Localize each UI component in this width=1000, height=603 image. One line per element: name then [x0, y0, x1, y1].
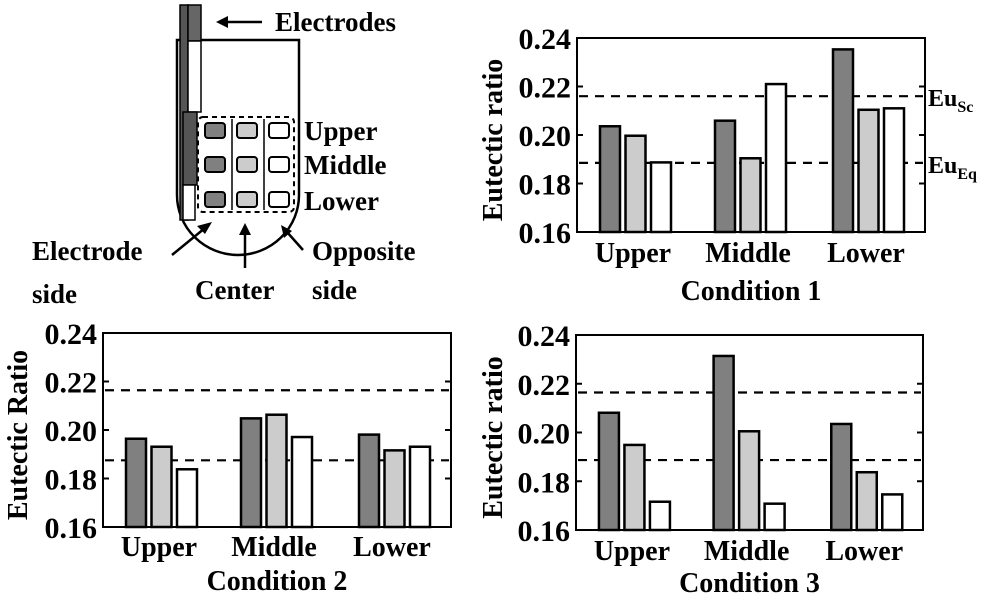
bar-lower-opposite-side [881, 493, 904, 532]
y-axis-label: Eutectic ratio [478, 356, 509, 519]
bar-lower-opposite-side [882, 107, 906, 234]
electrode-side-label: Electrode [32, 236, 142, 266]
opposite-side-label: Opposite [312, 236, 416, 266]
bar-upper-electrode-side [598, 125, 622, 234]
y-tick-label: 0.18 [519, 169, 572, 202]
bar-middle-opposite-side [764, 82, 788, 234]
sample-cell [204, 122, 226, 139]
bar-upper-center [623, 443, 646, 532]
electrode-upper-dark [187, 4, 202, 42]
chart-condition-3: Upper Middle Lower 0.16 0.18 0.20 0.22 0.24 Eute… [478, 320, 924, 599]
bar-lower-electrode-side [831, 48, 855, 234]
category-label: Upper [121, 532, 197, 563]
y-tick-label: 0.18 [45, 464, 98, 497]
bar-lower-opposite-side [408, 445, 432, 529]
crucible-diagram: Electrodes Upper Middle Lower Electrode … [32, 4, 416, 309]
category-label: Lower [353, 532, 431, 563]
x-axis-label: Condition 2 [207, 566, 348, 597]
y-tick-label: 0.20 [519, 120, 572, 153]
reference-label-main: Eu [928, 153, 957, 179]
bar-upper-opposite-side [649, 161, 673, 234]
category-label: Lower [827, 238, 905, 269]
opposite-side-label-2: side [312, 275, 357, 305]
y-tick-label: 0.24 [45, 318, 98, 351]
bar-upper-electrode-side [124, 437, 148, 529]
y-tick-label: 0.24 [519, 23, 572, 56]
sample-cell [236, 122, 258, 139]
bar-middle-opposite-side [290, 435, 314, 529]
category-label: Middle [705, 238, 791, 269]
opposite-side-arrow [286, 231, 304, 251]
y-tick-label: 0.16 [45, 512, 98, 545]
sample-cell [236, 156, 258, 173]
category-label: Lower [825, 536, 903, 567]
electrode-side-arrowhead [197, 222, 212, 234]
y-tick-label: 0.18 [518, 466, 571, 499]
sample-cell [236, 191, 258, 208]
sample-cell [268, 191, 290, 208]
bar-lower-center [383, 449, 406, 529]
sampling-region [197, 116, 295, 213]
y-tick-label: 0.20 [518, 418, 571, 451]
y-tick-label: 0.24 [518, 320, 571, 353]
x-axis-label: Condition 1 [681, 276, 822, 307]
y-tick-label: 0.16 [518, 515, 571, 548]
row-label-lower: Lower [304, 186, 379, 216]
sample-cell [204, 156, 226, 173]
electrode-lower-dark [182, 111, 198, 186]
category-label: Upper [595, 238, 671, 269]
y-tick-label: 0.22 [519, 72, 572, 105]
y-tick-label: 0.22 [518, 369, 571, 402]
bar-lower-center [855, 470, 879, 532]
bar-middle-center [739, 157, 762, 234]
chart-condition-2: Upper Middle Lower 0.16 0.18 0.20 0.22 0.24 Eute… [3, 318, 452, 597]
sample-cell [268, 156, 290, 173]
electrodes-arrowhead [216, 16, 228, 28]
category-label: Middle [704, 536, 790, 567]
bar-middle-electrode-side [713, 119, 737, 234]
reference-label-sub: Eq [957, 166, 977, 183]
electrode-side-arrow [171, 227, 206, 256]
bar-middle-center [265, 413, 288, 529]
sample-cell [204, 191, 226, 208]
bar-middle-center [737, 430, 761, 532]
y-axis-label: Eutectic Ratio [3, 350, 34, 520]
row-label-middle: Middle [304, 150, 387, 180]
reference-line-label: EuSc [928, 86, 973, 116]
bar-upper-opposite-side [175, 468, 199, 529]
opposite-side-arrowhead [281, 225, 292, 238]
center-label: Center [195, 275, 274, 305]
y-axis-label: Eutectic ratio [478, 59, 509, 222]
electrodes-label: Electrodes [275, 7, 396, 37]
center-arrowhead [239, 223, 251, 235]
electrode-upper-insulator [187, 40, 202, 113]
bar-middle-electrode-side [239, 417, 263, 529]
reference-line-label: EuEq [928, 153, 977, 183]
bar-upper-electrode-side [597, 411, 621, 532]
bar-lower-electrode-side [830, 422, 853, 532]
bar-lower-electrode-side [357, 433, 381, 529]
reference-label-sub: Sc [957, 99, 973, 116]
x-axis-label: Condition 3 [679, 568, 820, 599]
electrode-side-label-2: side [32, 279, 77, 309]
bar-upper-center [624, 134, 647, 234]
category-label: Middle [231, 532, 317, 563]
bar-middle-opposite-side [763, 502, 786, 532]
reference-label-main: Eu [928, 86, 957, 112]
bar-upper-opposite-side [648, 500, 672, 532]
electrode-tip-insulator [182, 184, 196, 221]
bar-upper-center [150, 445, 173, 529]
category-label: Upper [594, 536, 670, 567]
y-tick-label: 0.20 [45, 415, 98, 448]
y-tick-label: 0.22 [45, 367, 98, 400]
bar-middle-electrode-side [712, 354, 735, 532]
row-label-upper: Upper [304, 116, 378, 146]
bar-lower-center [857, 108, 880, 234]
sample-cell [268, 122, 290, 139]
y-tick-label: 0.16 [519, 217, 572, 250]
